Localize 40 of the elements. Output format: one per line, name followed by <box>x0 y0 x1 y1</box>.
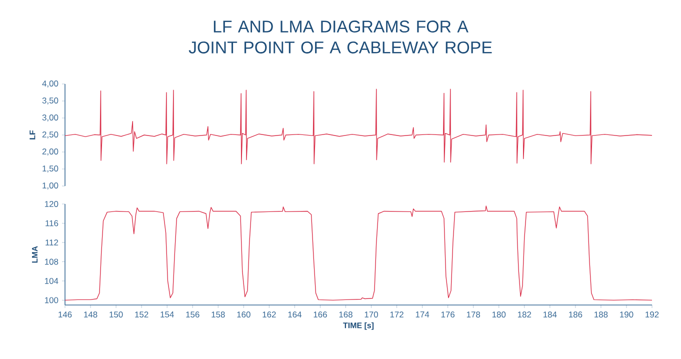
y-tick-label: 1,00 <box>42 182 58 190</box>
y-tick-label: 104 <box>44 278 58 284</box>
x-tick-label: 188 <box>594 312 608 318</box>
x-tick-label: 154 <box>160 312 174 318</box>
x-tick-label: 184 <box>544 312 557 318</box>
x-tick-label: 152 <box>135 312 148 318</box>
x-tick-label: 162 <box>262 312 276 318</box>
x-tick-label: 164 <box>288 312 302 318</box>
y-tick-label: 112 <box>46 240 58 246</box>
x-tick-label: 150 <box>110 312 123 318</box>
y-tick-label: 2,00 <box>42 148 58 156</box>
y-tick-label: 100 <box>44 297 58 304</box>
y-tick-label: 120 <box>44 201 58 207</box>
y-tick-label: 1,50 <box>42 166 58 172</box>
x-tick-label: 186 <box>569 312 582 318</box>
x-tick-label: 156 <box>186 312 200 318</box>
y-tick-label: 3,00 <box>42 114 58 122</box>
x-tick-label: 166 <box>314 312 327 318</box>
x-tick-label: 174 <box>416 312 430 318</box>
y-tick-label: 4,00 <box>42 80 58 88</box>
x-tick-label: 176 <box>441 312 455 318</box>
y-tick-label: 116 <box>46 220 58 226</box>
y-tick-label: 108 <box>44 258 58 265</box>
x-tick-label: 146 <box>58 312 72 318</box>
chart-title: LF AND LMA DIAGRAMS FOR A JOINT POINT OF A CABLEWAY ROPE <box>188 20 492 54</box>
line-series <box>65 88 652 164</box>
x-tick-label: 172 <box>390 312 404 318</box>
x-tick-label: 182 <box>518 312 532 318</box>
x-tick-label: 160 <box>237 312 250 318</box>
y-tick-label: 2,50 <box>42 132 58 138</box>
x-tick-label: 190 <box>620 312 634 318</box>
x-tick-label: 192 <box>646 312 659 318</box>
x-tick-label: 180 <box>492 312 506 318</box>
x-tick-label: 158 <box>212 312 225 318</box>
line-series <box>65 206 652 301</box>
x-tick-label: 178 <box>466 312 480 318</box>
x-tick-label: 170 <box>364 312 378 318</box>
x-tick-label: 168 <box>339 312 352 318</box>
y-tick-label: 3,50 <box>42 98 58 104</box>
x-tick-label: 148 <box>84 312 98 318</box>
